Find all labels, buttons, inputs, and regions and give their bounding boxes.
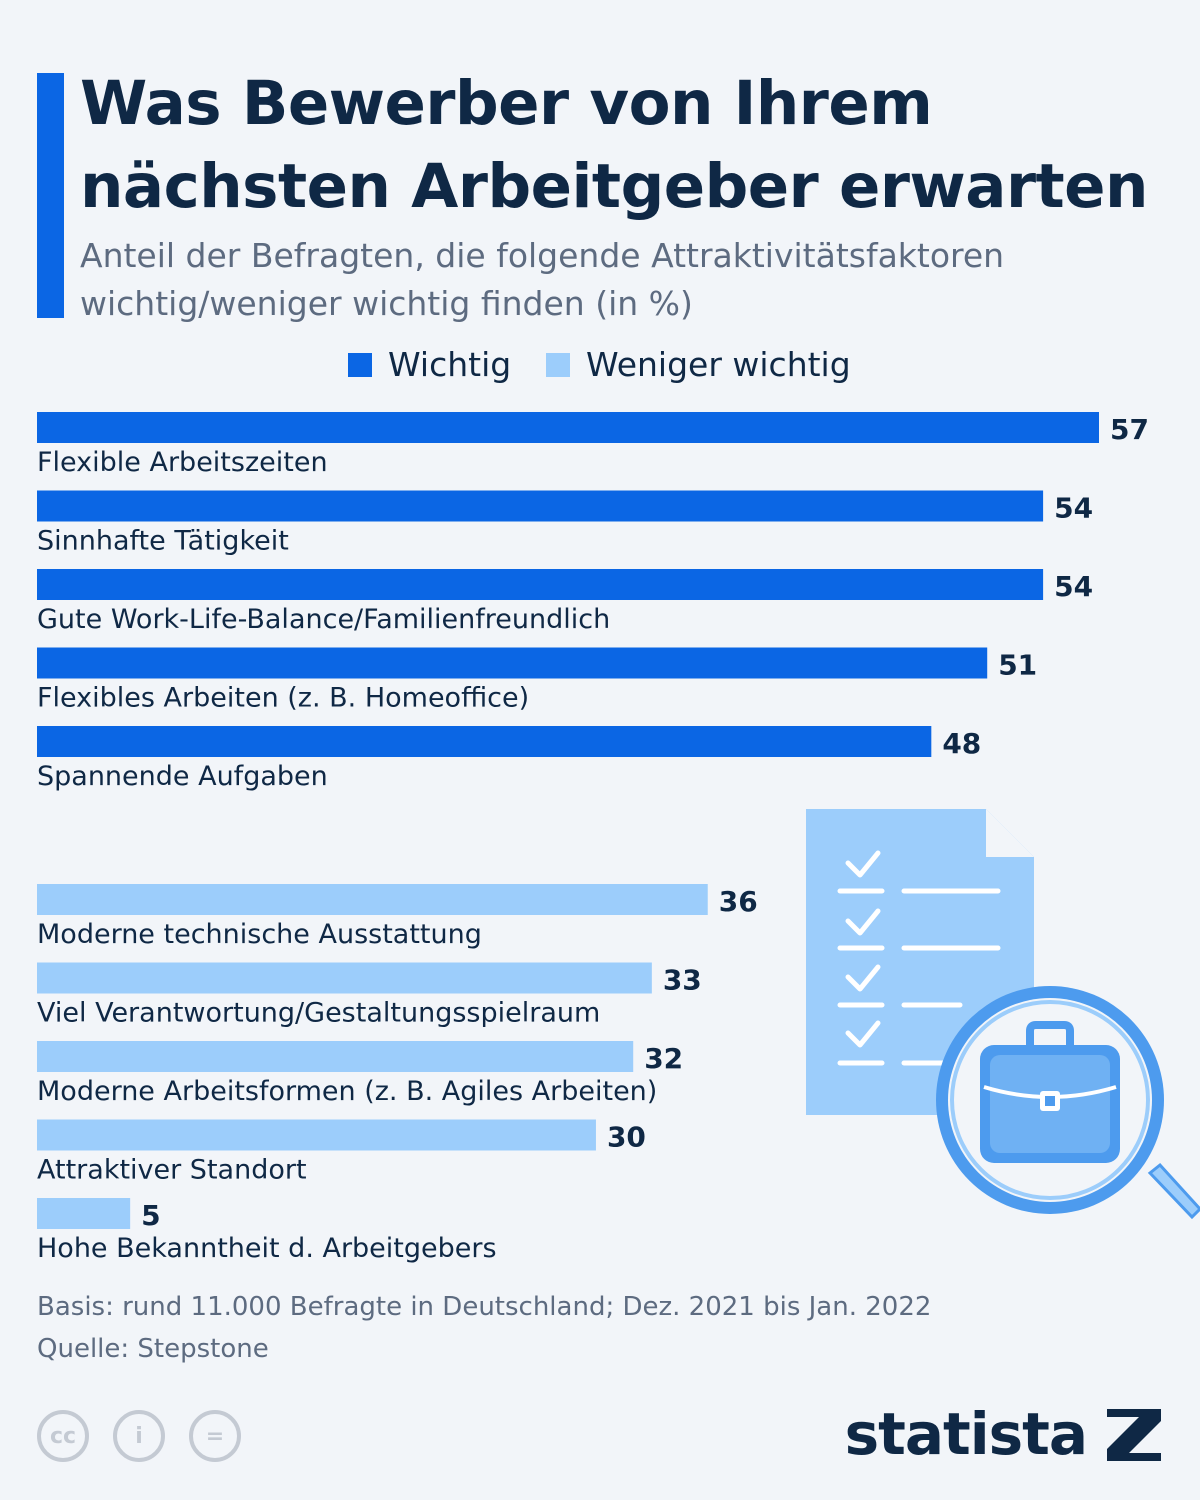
category-label-2: Gute Work-Life-Balance/Familienfreundlic… [37,604,610,635]
category-label-9: Hohe Bekanntheit d. Arbeitgebers [37,1233,497,1264]
category-label-3: Flexibles Arbeiten (z. B. Homeoffice) [37,683,529,714]
category-label-0: Flexible Arbeitszeiten [37,447,328,478]
bar-0 [37,412,1099,443]
bar-1 [37,490,1044,522]
footer-source: Quelle: Stepstone [37,1334,269,1364]
value-label-6: 33 [663,964,702,997]
bar-6 [37,962,652,994]
category-label-8: Attraktiver Standort [37,1155,307,1186]
legend: Wichtig Weniger wichtig [0,345,1200,395]
value-label-5: 36 [719,885,758,918]
legend-label-wichtig: Wichtig [388,345,512,384]
attribution-glyph: i [135,1423,143,1449]
bar-9 [37,1198,131,1229]
category-label-5: Moderne technische Ausstattung [37,919,482,950]
license-icons: cc i = [37,1410,265,1462]
checklist-magnifier-briefcase-icon [800,805,1200,1265]
category-label-4: Spannende Aufgaben [37,761,328,792]
brand-name: statista [844,1400,1088,1468]
value-label-7: 32 [644,1042,683,1075]
legend-label-weniger-wichtig: Weniger wichtig [586,345,851,384]
bar-2 [37,569,1044,600]
value-label-0: 57 [1110,413,1149,446]
chart-title: Was Bewerber von Ihrem nächsten Arbeitge… [80,68,1148,222]
no-derivatives-icon[interactable]: = [189,1410,241,1462]
legend-item-weniger-wichtig: Weniger wichtig [546,345,851,384]
footer-basis: Basis: rund 11.000 Befragte in Deutschla… [37,1292,932,1322]
cc-icon[interactable]: cc [37,1410,89,1462]
cc-glyph: cc [49,1423,77,1449]
legend-swatch-wichtig [348,352,372,377]
value-label-3: 51 [998,649,1037,682]
bar-8 [37,1119,596,1151]
value-label-2: 54 [1054,570,1093,603]
value-label-4: 48 [942,727,981,760]
category-label-1: Sinnhafte Tätigkeit [37,526,289,557]
statista-mark-icon [1107,1409,1161,1461]
category-label-6: Viel Verantwortung/Gestaltungsspielraum [37,998,600,1029]
attribution-icon[interactable]: i [113,1410,165,1462]
legend-item-wichtig: Wichtig [348,345,511,384]
no-derivatives-glyph: = [205,1423,225,1449]
bar-4 [37,726,932,757]
legend-swatch-weniger-wichtig [546,352,570,377]
value-label-1: 54 [1054,492,1093,525]
bar-3 [37,647,988,679]
statista-logo[interactable]: statista [845,1400,1163,1468]
title-accent-bar [37,73,64,318]
chart-subtitle: Anteil der Befragten, die folgende Attra… [80,236,1005,323]
category-label-7: Moderne Arbeitsformen (z. B. Agiles Arbe… [37,1076,657,1107]
bar-7 [37,1041,634,1072]
value-label-8: 30 [607,1121,646,1154]
bar-5 [37,884,708,915]
value-label-9: 5 [141,1199,160,1232]
